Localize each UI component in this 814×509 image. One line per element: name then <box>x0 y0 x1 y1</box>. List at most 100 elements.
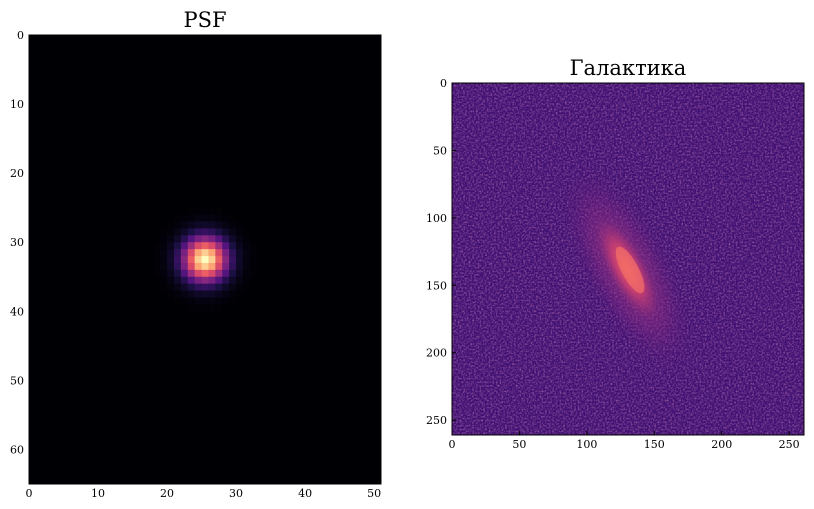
psf-pixel <box>222 235 230 243</box>
psf-pixel <box>229 283 237 291</box>
psf-pixel <box>153 256 161 264</box>
psf-pixel <box>153 249 161 257</box>
psf-pixel <box>242 283 251 291</box>
psf-pixel <box>173 221 182 229</box>
psf-pixel <box>242 269 251 278</box>
x-tick-label: 0 <box>26 487 33 500</box>
psf-pixel <box>173 235 182 243</box>
psf-pixel <box>201 221 209 229</box>
psf-pixel <box>222 290 230 298</box>
psf-pixel <box>222 249 230 257</box>
psf-panel: PSF 0 10 20 30 40 50 0 10 20 30 40 50 60 <box>10 8 382 500</box>
psf-pixel <box>173 269 182 278</box>
psf-pixel <box>187 207 196 215</box>
psf-pixel <box>187 283 196 291</box>
psf-pixel <box>180 228 189 236</box>
psf-pixel <box>208 221 216 229</box>
psf-pixel <box>215 290 223 298</box>
psf-pixel <box>229 235 237 243</box>
psf-pixel <box>194 269 202 278</box>
psf-pixel <box>201 256 209 264</box>
psf-pixel <box>201 269 209 278</box>
psf-pixel <box>160 242 168 250</box>
psf-pixel <box>180 283 189 291</box>
psf-pixel <box>222 228 230 236</box>
x-tick-label: 50 <box>512 438 526 451</box>
psf-pixel <box>242 276 251 285</box>
psf-pixel <box>173 290 182 298</box>
psf-pixel <box>173 228 182 236</box>
psf-pixel <box>187 228 196 236</box>
psf-pixel <box>208 242 216 250</box>
psf-pixel <box>249 242 258 250</box>
psf-pixel <box>160 269 168 278</box>
y-tick-label: 0 <box>440 77 447 90</box>
psf-pixel <box>153 269 161 278</box>
psf-pixel <box>236 256 244 264</box>
galaxy-nucleus <box>615 246 645 294</box>
psf-pixel <box>249 256 258 264</box>
psf-pixel <box>160 283 168 291</box>
psf-pixel <box>173 249 182 257</box>
psf-pixel <box>187 221 196 229</box>
psf-pixels <box>153 207 258 312</box>
y-tick-label: 40 <box>10 305 24 318</box>
psf-pixel <box>229 221 237 229</box>
psf-pixel <box>201 276 209 285</box>
psf-pixel <box>236 290 244 298</box>
psf-pixel <box>194 207 202 215</box>
psf-pixel <box>229 249 237 257</box>
psf-pixel <box>167 276 175 285</box>
psf-pixel <box>167 283 175 291</box>
psf-pixel <box>242 228 251 236</box>
psf-pixel <box>160 235 168 243</box>
psf-pixel <box>215 228 223 236</box>
y-tick-label: 250 <box>426 414 447 427</box>
psf-pixel <box>201 283 209 291</box>
psf-pixel <box>208 235 216 243</box>
psf-pixel <box>242 249 251 257</box>
psf-pixel <box>194 221 202 229</box>
psf-pixel <box>194 249 202 257</box>
psf-pixel <box>187 256 196 264</box>
psf-pixel <box>229 262 237 271</box>
psf-pixel <box>222 269 230 278</box>
psf-pixel <box>187 262 196 271</box>
psf-pixel <box>167 235 175 243</box>
psf-y-ticks: 0 10 20 30 40 50 60 <box>10 29 33 456</box>
psf-pixel <box>215 207 223 215</box>
psf-pixel <box>208 207 216 215</box>
psf-pixel <box>194 256 202 264</box>
psf-pixel <box>208 228 216 236</box>
psf-pixel <box>201 297 209 305</box>
psf-pixel <box>180 214 189 222</box>
x-tick-label: 100 <box>576 438 597 451</box>
psf-pixel <box>236 242 244 250</box>
x-tick-label: 250 <box>779 438 800 451</box>
psf-pixel <box>236 228 244 236</box>
psf-x-ticks: 0 10 20 30 40 50 <box>26 480 381 500</box>
psf-pixel <box>215 304 223 312</box>
psf-pixel <box>173 262 182 271</box>
psf-pixel <box>222 283 230 291</box>
psf-pixel <box>222 297 230 305</box>
y-tick-label: 150 <box>426 279 447 292</box>
psf-pixel <box>201 249 209 257</box>
y-tick-label: 200 <box>426 347 447 360</box>
psf-pixel <box>229 276 237 285</box>
psf-pixel <box>236 269 244 278</box>
psf-pixel <box>167 249 175 257</box>
x-tick-label: 200 <box>711 438 732 451</box>
psf-pixel <box>194 235 202 243</box>
psf-pixel <box>249 269 258 278</box>
psf-pixel <box>208 276 216 285</box>
psf-pixel <box>180 221 189 229</box>
psf-pixel <box>173 256 182 264</box>
psf-pixel <box>236 249 244 257</box>
psf-pixel <box>249 262 258 271</box>
psf-pixel <box>201 262 209 271</box>
x-tick-label: 20 <box>160 487 174 500</box>
psf-pixel <box>201 207 209 215</box>
psf-pixel <box>160 228 168 236</box>
psf-pixel <box>194 290 202 298</box>
